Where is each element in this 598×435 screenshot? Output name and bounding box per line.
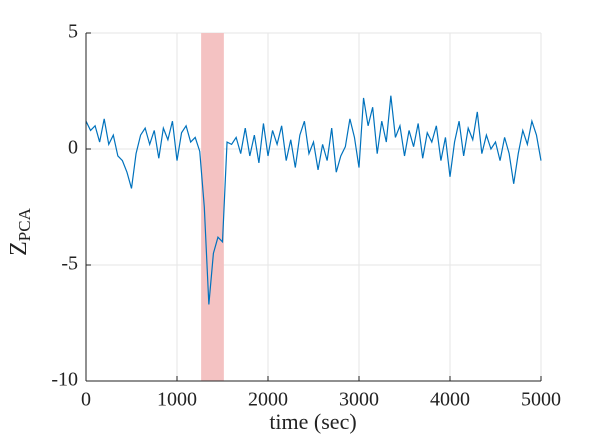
highlight-band bbox=[201, 33, 224, 381]
data-line bbox=[85, 95, 542, 305]
y-label-sub: PCA bbox=[15, 207, 34, 241]
x-tick-label: 3000 bbox=[339, 389, 379, 411]
y-label-main: Z bbox=[6, 241, 32, 256]
x-tick-label: 2000 bbox=[248, 389, 288, 411]
x-axis-label: time (sec) bbox=[269, 409, 356, 434]
y-tick-label: -5 bbox=[61, 253, 78, 275]
x-tick-label: 4000 bbox=[430, 389, 470, 411]
x-tick-label: 0 bbox=[81, 389, 91, 411]
x-tick-label: 5000 bbox=[521, 389, 561, 411]
y-tick-label: -10 bbox=[51, 369, 78, 391]
y-tick-label: 5 bbox=[68, 21, 78, 43]
y-tick-label: 0 bbox=[68, 137, 78, 159]
x-tick-label: 1000 bbox=[157, 389, 197, 411]
y-axis-label: ZPCA bbox=[6, 207, 34, 255]
